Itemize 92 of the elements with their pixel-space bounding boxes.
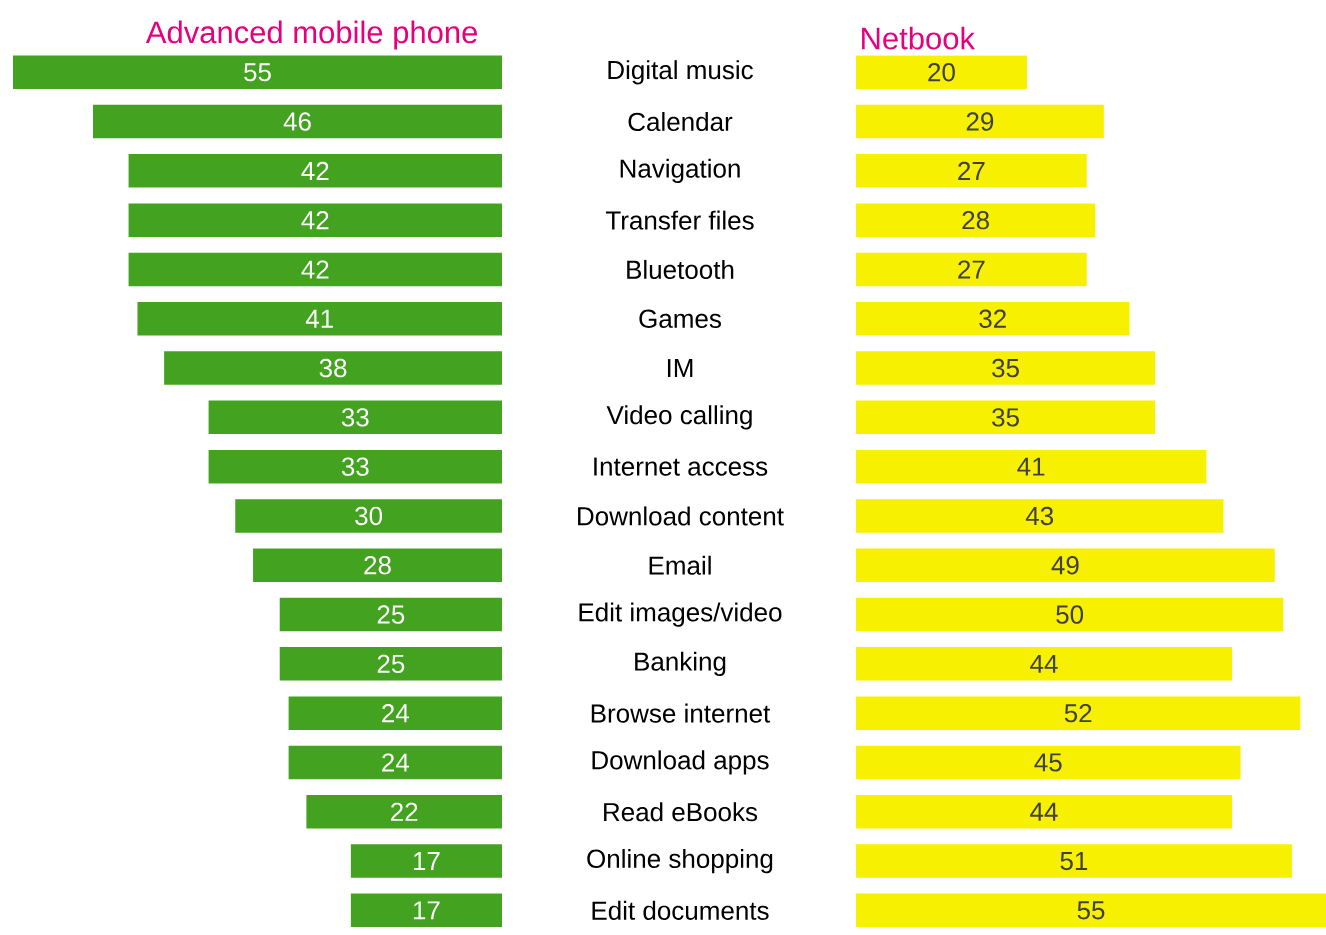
- y-tick-label: Digital music: [608, 60, 753, 85]
- data-label: 17: [413, 852, 440, 870]
- bar: [288, 696, 502, 730]
- bar: [856, 203, 1096, 237]
- data-label: 45: [1034, 753, 1062, 772]
- data-label: 27: [958, 161, 985, 180]
- bar: [856, 696, 1301, 730]
- data-label: 28: [364, 556, 391, 575]
- bar: [856, 647, 1233, 681]
- bar: [208, 449, 502, 484]
- data-label: 44: [1030, 654, 1058, 673]
- bar: [856, 154, 1087, 188]
- bar: [128, 203, 502, 237]
- data-label: 35: [992, 408, 1019, 427]
- data-label: 25: [377, 605, 405, 624]
- bar: [279, 647, 502, 681]
- data-label: 42: [301, 260, 329, 279]
- data-label: 52: [1064, 703, 1092, 723]
- data-label: 35: [992, 358, 1019, 378]
- y-tick-label: Edit images/video: [579, 602, 782, 627]
- bar: [288, 745, 502, 780]
- chart-title: Advanced mobile phone: [145, 20, 477, 50]
- y-tick-label: Online shopping: [587, 848, 773, 874]
- data-label: 25: [377, 654, 405, 674]
- data-label: 46: [283, 112, 311, 131]
- data-label: 24: [382, 753, 410, 772]
- data-label: 33: [341, 457, 369, 476]
- y-tick-label: Read eBooks: [604, 802, 758, 822]
- bar: [856, 893, 1326, 928]
- bar: [306, 795, 502, 829]
- data-label: 33: [341, 408, 369, 427]
- y-tick-label: Navigation: [620, 158, 740, 183]
- y-tick-label: Transfer files: [605, 210, 754, 230]
- bar: [856, 400, 1156, 435]
- chart-title: Netbook: [862, 26, 976, 50]
- data-label: 27: [958, 260, 985, 279]
- y-tick-label: Games: [639, 309, 721, 328]
- y-tick-label: Calendar: [628, 112, 733, 132]
- data-label: 17: [413, 901, 440, 920]
- data-label: 43: [1025, 506, 1054, 526]
- y-tick-label: Email: [649, 555, 711, 575]
- bar: [350, 844, 502, 878]
- y-tick-label: Bluetooth: [627, 259, 734, 279]
- data-label: 42: [301, 161, 329, 180]
- data-label: 44: [1030, 802, 1058, 821]
- y-tick-label: Internet access: [594, 457, 768, 476]
- data-label: 22: [391, 802, 418, 821]
- bar: [93, 104, 502, 139]
- bar: [856, 104, 1104, 139]
- data-label: 41: [1017, 457, 1045, 476]
- y-tick-label: Edit documents: [592, 900, 769, 920]
- bar: [128, 252, 502, 287]
- data-label: 29: [966, 112, 994, 131]
- bar: [856, 351, 1156, 385]
- bar: [856, 302, 1130, 336]
- data-label: 41: [305, 309, 333, 328]
- bar: [235, 499, 502, 533]
- data-label: 49: [1051, 556, 1079, 575]
- y-tick-label: Download content: [578, 506, 784, 526]
- bar: [856, 795, 1233, 829]
- data-label: 32: [979, 309, 1006, 328]
- bar: [856, 745, 1241, 780]
- data-label: 30: [355, 506, 383, 526]
- bar: [856, 55, 1027, 90]
- bar: [279, 597, 502, 632]
- bar: [856, 597, 1284, 632]
- data-label: 28: [962, 210, 989, 230]
- y-tick-label: Download apps: [592, 750, 769, 775]
- y-tick-label: Banking: [635, 651, 726, 676]
- bar: [253, 548, 502, 583]
- data-label: 55: [1077, 901, 1105, 920]
- bar: [350, 893, 502, 928]
- data-label: 51: [1060, 851, 1088, 871]
- y-tick-label: Video calling: [606, 405, 752, 430]
- data-label: 24: [382, 704, 410, 723]
- bar: [12, 55, 502, 90]
- bar: [856, 252, 1087, 287]
- data-label: 50: [1056, 605, 1084, 624]
- bar: [856, 499, 1224, 533]
- bar: [164, 351, 502, 385]
- y-tick-label: IM: [667, 359, 693, 377]
- bar: [856, 449, 1207, 484]
- data-label: 42: [301, 211, 329, 230]
- bar: [856, 548, 1275, 583]
- data-label: 20: [928, 63, 955, 82]
- bar: [137, 302, 502, 336]
- y-tick-label: Browse internet: [591, 703, 771, 723]
- data-label: 55: [244, 63, 271, 82]
- bar: [208, 400, 502, 435]
- bar: [128, 154, 502, 188]
- bar: [856, 844, 1292, 878]
- data-label: 38: [319, 358, 347, 378]
